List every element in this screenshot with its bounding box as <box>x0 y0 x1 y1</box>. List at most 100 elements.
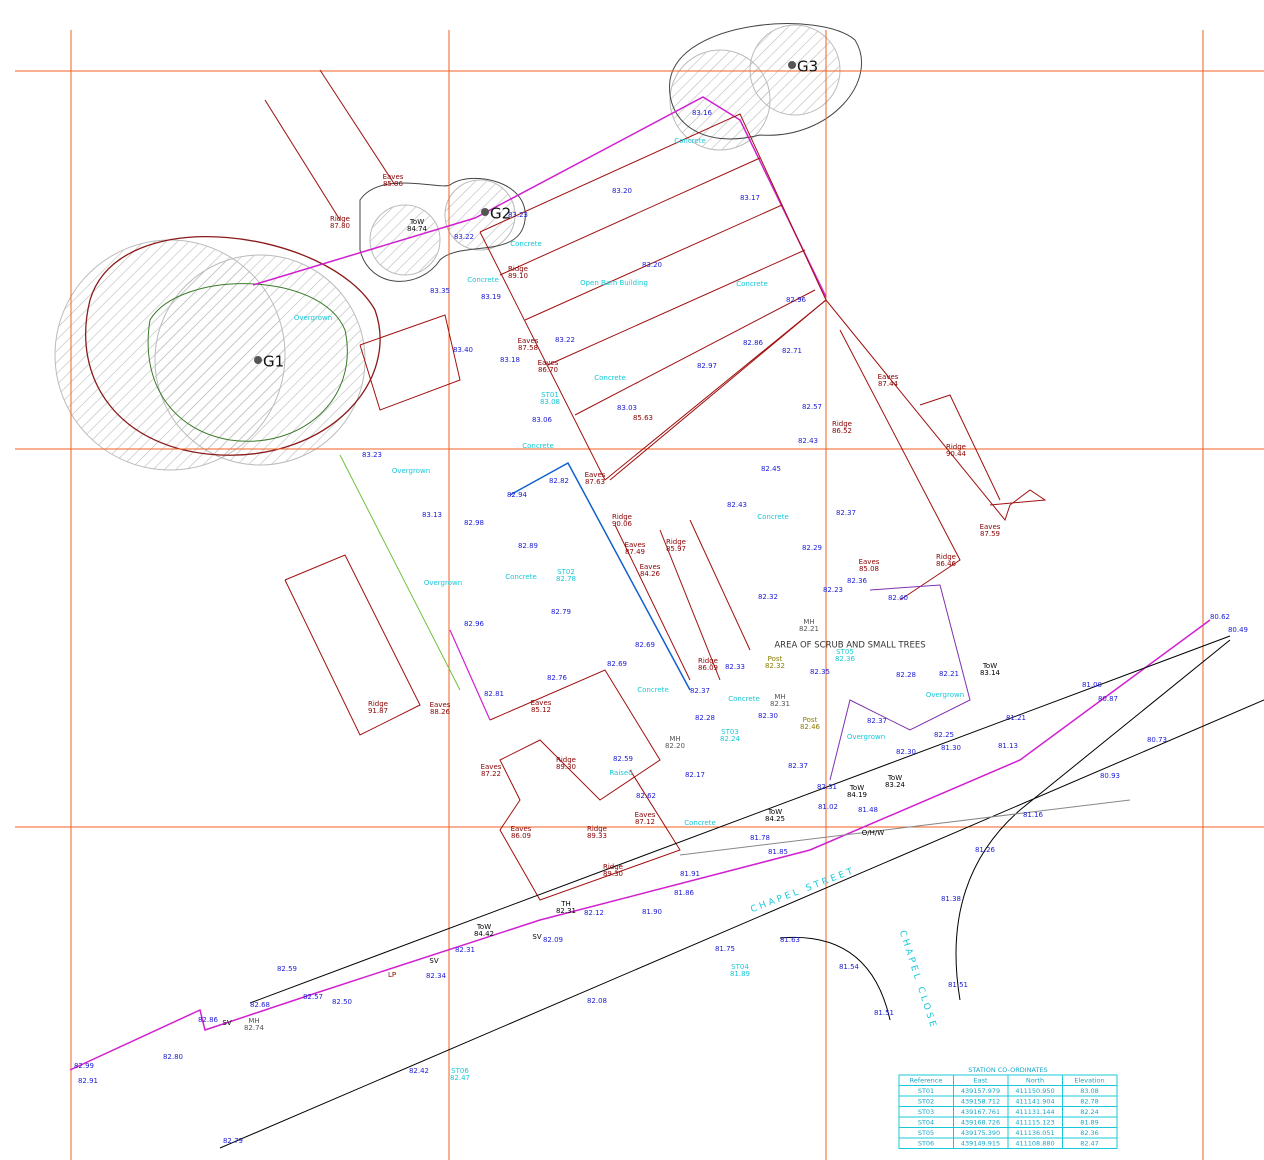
table-cell: 439157.979 <box>961 1087 1000 1095</box>
building <box>319 69 396 186</box>
station-label: 82.36 <box>835 655 856 663</box>
wall-label: 84.19 <box>847 791 867 799</box>
level-label: Ridge <box>603 863 623 871</box>
spot-height: 83.22 <box>454 233 474 241</box>
spot-height: 82.42 <box>409 1067 429 1075</box>
station-label: 82.47 <box>450 1074 470 1082</box>
spot-height: 82.89 <box>518 542 538 550</box>
spot-height: 82.36 <box>847 577 868 585</box>
level-label: Eaves <box>980 523 1001 531</box>
level-label: Ridge <box>946 443 966 451</box>
spot-height: 82.79 <box>551 608 571 616</box>
level-label: 85.97 <box>666 545 686 553</box>
overhead-wire <box>679 799 1131 856</box>
spot-height: 80.49 <box>1228 626 1248 634</box>
spot-height: 81.48 <box>858 806 878 814</box>
table-cell: ST02 <box>918 1097 934 1105</box>
wall-label: 82.31 <box>556 907 576 915</box>
spot-height: 82.57 <box>303 993 323 1001</box>
building <box>689 519 751 651</box>
spot-height: 82.69 <box>635 641 655 649</box>
surface-note: Concrete <box>505 573 537 581</box>
station-label: 81.89 <box>730 970 750 978</box>
spot-height: 82.31 <box>817 783 837 791</box>
spot-height: 82.28 <box>896 671 916 679</box>
spot-height: 83.23 <box>362 451 382 459</box>
level-label: Eaves <box>481 763 502 771</box>
spot-height: 82.43 <box>727 501 747 509</box>
tree-label: G1 <box>263 353 284 371</box>
spot-height: 83.17 <box>740 194 760 202</box>
building <box>614 524 691 681</box>
spot-height: 81.90 <box>642 908 662 916</box>
post-label: Post <box>768 655 783 663</box>
spot-height: 81.26 <box>975 846 996 854</box>
spot-height: 82.99 <box>74 1062 94 1070</box>
table-cell: 82.78 <box>1080 1097 1099 1105</box>
level-label: Eaves <box>538 359 559 367</box>
tree-point <box>254 356 262 364</box>
spot-height: 82.37 <box>690 687 710 695</box>
wall-label: ToW <box>767 808 782 816</box>
level-label: 86.09 <box>698 664 718 672</box>
table-cell: ST01 <box>918 1087 934 1095</box>
spot-height: 81.13 <box>998 742 1018 750</box>
street-name: CHAPEL CLOSE <box>897 929 939 1031</box>
table-header: Reference <box>910 1076 943 1084</box>
spot-height: 82.94 <box>507 491 528 499</box>
tree-canopy <box>749 24 841 116</box>
level-label: Eaves <box>430 701 451 709</box>
manhole-label: MH <box>669 735 680 743</box>
level-label: 91.87 <box>368 707 388 715</box>
station-label: ST05 <box>836 648 854 656</box>
spot-height: 81.75 <box>715 945 735 953</box>
kerb <box>955 639 1231 1001</box>
level-label: Ridge <box>936 553 956 561</box>
building <box>574 289 816 416</box>
misc-label: LP <box>388 971 396 979</box>
spot-height: 82.50 <box>332 998 352 1006</box>
level-label: 89.33 <box>587 832 607 840</box>
building <box>919 394 1001 501</box>
level-label: Eaves <box>518 337 539 345</box>
spot-height: 80.62 <box>1210 613 1230 621</box>
spot-height: 83.40 <box>453 346 473 354</box>
manhole-label: 82.31 <box>770 700 790 708</box>
table-cell: 439168.726 <box>961 1118 1000 1126</box>
wall <box>509 461 691 691</box>
spot-height: 82.37 <box>788 762 808 770</box>
spot-height: 82.98 <box>464 519 484 527</box>
level-label: Ridge <box>698 657 718 665</box>
spot-height: 81.51 <box>874 1009 894 1017</box>
table-cell: 439158.712 <box>961 1097 1000 1105</box>
level-label: Eaves <box>383 173 404 181</box>
spot-height: 82.80 <box>163 1053 183 1061</box>
level-label: 84.26 <box>640 570 661 578</box>
spot-height: 82.37 <box>836 509 856 517</box>
station-label: 82.24 <box>720 735 741 743</box>
spot-height: 81.63 <box>780 936 800 944</box>
table-header: East <box>973 1076 987 1084</box>
spot-height: 82.33 <box>725 663 745 671</box>
level-label: 87.49 <box>625 548 645 556</box>
spot-height: 82.76 <box>547 674 568 682</box>
spot-height: 80.73 <box>1147 736 1167 744</box>
level-label: 89.30 <box>556 763 576 771</box>
spot-height: 82.21 <box>939 670 959 678</box>
manhole-label: 82.20 <box>665 742 685 750</box>
street-name: CHAPEL STREET <box>749 866 857 915</box>
surface-note: Raised <box>609 769 632 777</box>
level-label: Ridge <box>508 265 528 273</box>
spot-height: 82.59 <box>277 965 297 973</box>
wall-label: ToW <box>849 784 864 792</box>
building <box>284 554 421 736</box>
table-cell: ST05 <box>918 1129 934 1137</box>
station-label: ST03 <box>721 728 739 736</box>
level-label: 86.09 <box>511 832 531 840</box>
spot-height: 82.09 <box>543 936 563 944</box>
spot-height: 82.45 <box>761 465 781 473</box>
tree-outline <box>147 283 348 442</box>
post-label: Post <box>803 716 818 724</box>
spot-height: 81.00 <box>1082 681 1102 689</box>
